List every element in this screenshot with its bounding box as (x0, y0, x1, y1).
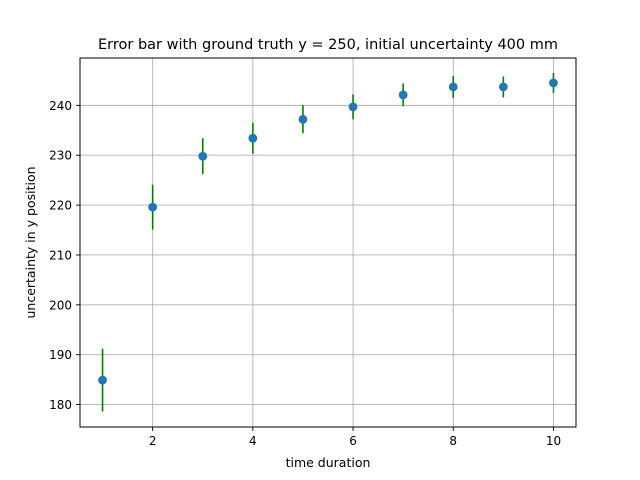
data-point (98, 375, 107, 385)
data-point (549, 78, 558, 88)
axes-frame (79, 57, 577, 428)
error-bars (101, 72, 555, 412)
y-tick-label: 190 (49, 348, 72, 362)
y-tick-label: 230 (49, 149, 72, 163)
data-point (248, 133, 258, 143)
data-point (148, 202, 158, 212)
data-point (348, 102, 358, 112)
y-tick-label: 210 (49, 248, 72, 262)
x-tick-label: 6 (349, 434, 357, 448)
data-point (398, 90, 408, 100)
chart-title: Error bar with ground truth y = 250, ini… (98, 37, 558, 53)
y-tick-label: 200 (49, 298, 72, 312)
x-tick-label: 2 (149, 434, 157, 448)
data-points (98, 78, 558, 385)
y-tick-label: 180 (49, 398, 72, 412)
x-tick-label: 8 (449, 434, 457, 448)
x-tick-label: 10 (546, 434, 561, 448)
y-tick-label: 240 (49, 99, 72, 113)
data-point (198, 151, 208, 161)
data-point (298, 114, 308, 124)
x-tick-label: 4 (249, 434, 257, 448)
ticks: 2 4 6 8 10 180 190 200 210 220 230 240 (49, 99, 561, 448)
y-axis-label: uncertainty in y position (23, 166, 38, 318)
x-axis-label: time duration (286, 455, 371, 470)
grid-layer (80, 58, 576, 427)
data-point (498, 82, 508, 92)
data-point (448, 82, 458, 92)
y-tick-label: 220 (49, 199, 72, 213)
